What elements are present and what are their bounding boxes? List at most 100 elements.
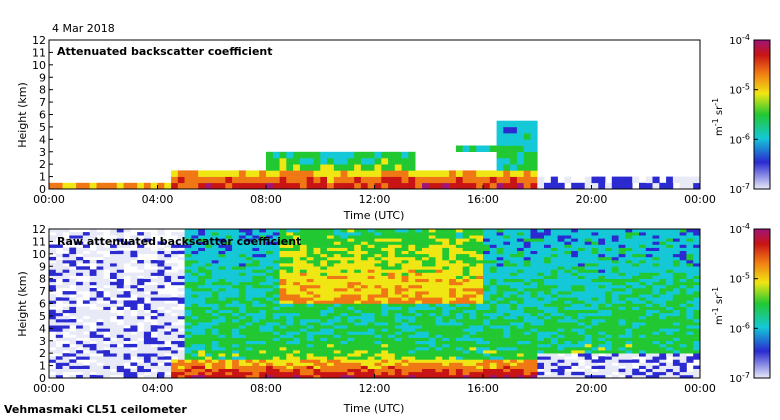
heatmap-cell	[577, 281, 585, 286]
heatmap-cell	[537, 337, 545, 341]
heatmap-cell	[442, 260, 450, 264]
heatmap-cell	[503, 176, 511, 184]
heatmap-cell	[333, 322, 341, 326]
heatmap-cell	[652, 315, 660, 320]
heatmap-cell	[164, 306, 172, 310]
heatmap-cell	[462, 337, 470, 341]
heatmap-cell	[605, 368, 613, 373]
heatmap-cell	[449, 182, 457, 190]
heatmap-cell	[625, 334, 633, 338]
heatmap-cell	[394, 272, 402, 276]
heatmap-cell	[401, 291, 409, 295]
heatmap-cell	[652, 266, 660, 270]
heatmap-cell	[252, 343, 260, 348]
heatmap-cell	[238, 250, 246, 255]
heatmap-cell	[550, 278, 558, 283]
heatmap-cell	[218, 350, 226, 354]
heatmap-cell	[388, 275, 396, 279]
heatmap-cell	[666, 294, 674, 298]
heatmap-cell	[293, 238, 301, 242]
heatmap-cell	[347, 170, 355, 177]
heatmap-cell	[245, 281, 253, 286]
heatmap-cell	[55, 229, 63, 233]
heatmap-cell	[299, 288, 307, 292]
heatmap-cell	[354, 315, 362, 320]
heatmap-cell	[89, 300, 97, 304]
heatmap-cell	[333, 269, 341, 273]
heatmap-cell	[611, 347, 619, 351]
heatmap-cell	[415, 263, 423, 267]
heatmap-cell	[327, 337, 335, 341]
heatmap-cell	[469, 269, 477, 273]
heatmap-cell	[266, 365, 274, 369]
heatmap-cell	[218, 247, 226, 251]
heatmap-cell	[462, 232, 470, 236]
heatmap-cell	[394, 164, 402, 171]
heatmap-cell	[557, 247, 565, 251]
heatmap-cell	[503, 347, 511, 351]
heatmap-cell	[340, 263, 348, 267]
heatmap-cell	[401, 272, 409, 276]
heatmap-cell	[489, 362, 497, 366]
heatmap-cell	[164, 182, 172, 190]
heatmap-cell	[157, 297, 165, 301]
heatmap-cell	[82, 353, 90, 357]
heatmap-cell	[666, 365, 674, 369]
heatmap-cell	[123, 374, 131, 379]
heatmap-cell	[205, 350, 213, 354]
heatmap-cell	[252, 275, 260, 279]
heatmap-cell	[388, 284, 396, 289]
heatmap-cell	[218, 232, 226, 236]
heatmap-cell	[483, 306, 491, 310]
heatmap-cell	[150, 306, 158, 310]
heatmap-cell	[523, 232, 531, 236]
heatmap-cell	[428, 176, 436, 184]
heatmap-cell	[218, 331, 226, 335]
heatmap-cell	[435, 312, 443, 317]
heatmap-cell	[333, 284, 341, 289]
heatmap-cell	[530, 229, 538, 233]
heatmap-cell	[225, 325, 233, 329]
heatmap-cell	[422, 284, 430, 289]
heatmap-cell	[659, 306, 667, 310]
heatmap-cell	[259, 281, 267, 286]
heatmap-cell	[110, 359, 118, 363]
heatmap-cell	[483, 328, 491, 332]
heatmap-cell	[388, 238, 396, 242]
heatmap-cell	[333, 281, 341, 286]
heatmap-cell	[598, 359, 606, 363]
heatmap-cell	[388, 331, 396, 335]
heatmap-cell	[611, 263, 619, 267]
heatmap-cell	[476, 325, 484, 329]
heatmap-cell	[252, 291, 260, 295]
heatmap-cell	[435, 306, 443, 310]
heatmap-cell	[49, 300, 57, 304]
heatmap-cell	[381, 294, 389, 298]
heatmap-cell	[672, 315, 680, 320]
heatmap-cell	[503, 328, 511, 332]
heatmap-cell	[632, 340, 640, 345]
heatmap-cell	[435, 368, 443, 373]
heatmap-cell	[367, 284, 375, 289]
heatmap-cell	[238, 359, 246, 363]
heatmap-cell	[483, 176, 491, 184]
heatmap-cell	[442, 312, 450, 317]
heatmap-cell	[584, 331, 592, 335]
heatmap-cell	[367, 347, 375, 351]
heatmap-cell	[496, 365, 504, 369]
heatmap-cell	[632, 368, 640, 373]
heatmap-cell	[367, 368, 375, 373]
heatmap-cell	[374, 303, 382, 307]
heatmap-cell	[232, 325, 240, 329]
heatmap-cell	[299, 328, 307, 332]
heatmap-cell	[245, 334, 253, 338]
heatmap-cell	[218, 371, 226, 376]
heatmap-cell	[96, 241, 104, 245]
heatmap-cell	[313, 278, 321, 283]
heatmap-cell	[218, 275, 226, 279]
heatmap-cell	[693, 294, 701, 298]
heatmap-cell	[69, 182, 77, 190]
heatmap-cell	[293, 319, 301, 323]
heatmap-cell	[639, 256, 647, 261]
heatmap-cell	[360, 294, 368, 298]
